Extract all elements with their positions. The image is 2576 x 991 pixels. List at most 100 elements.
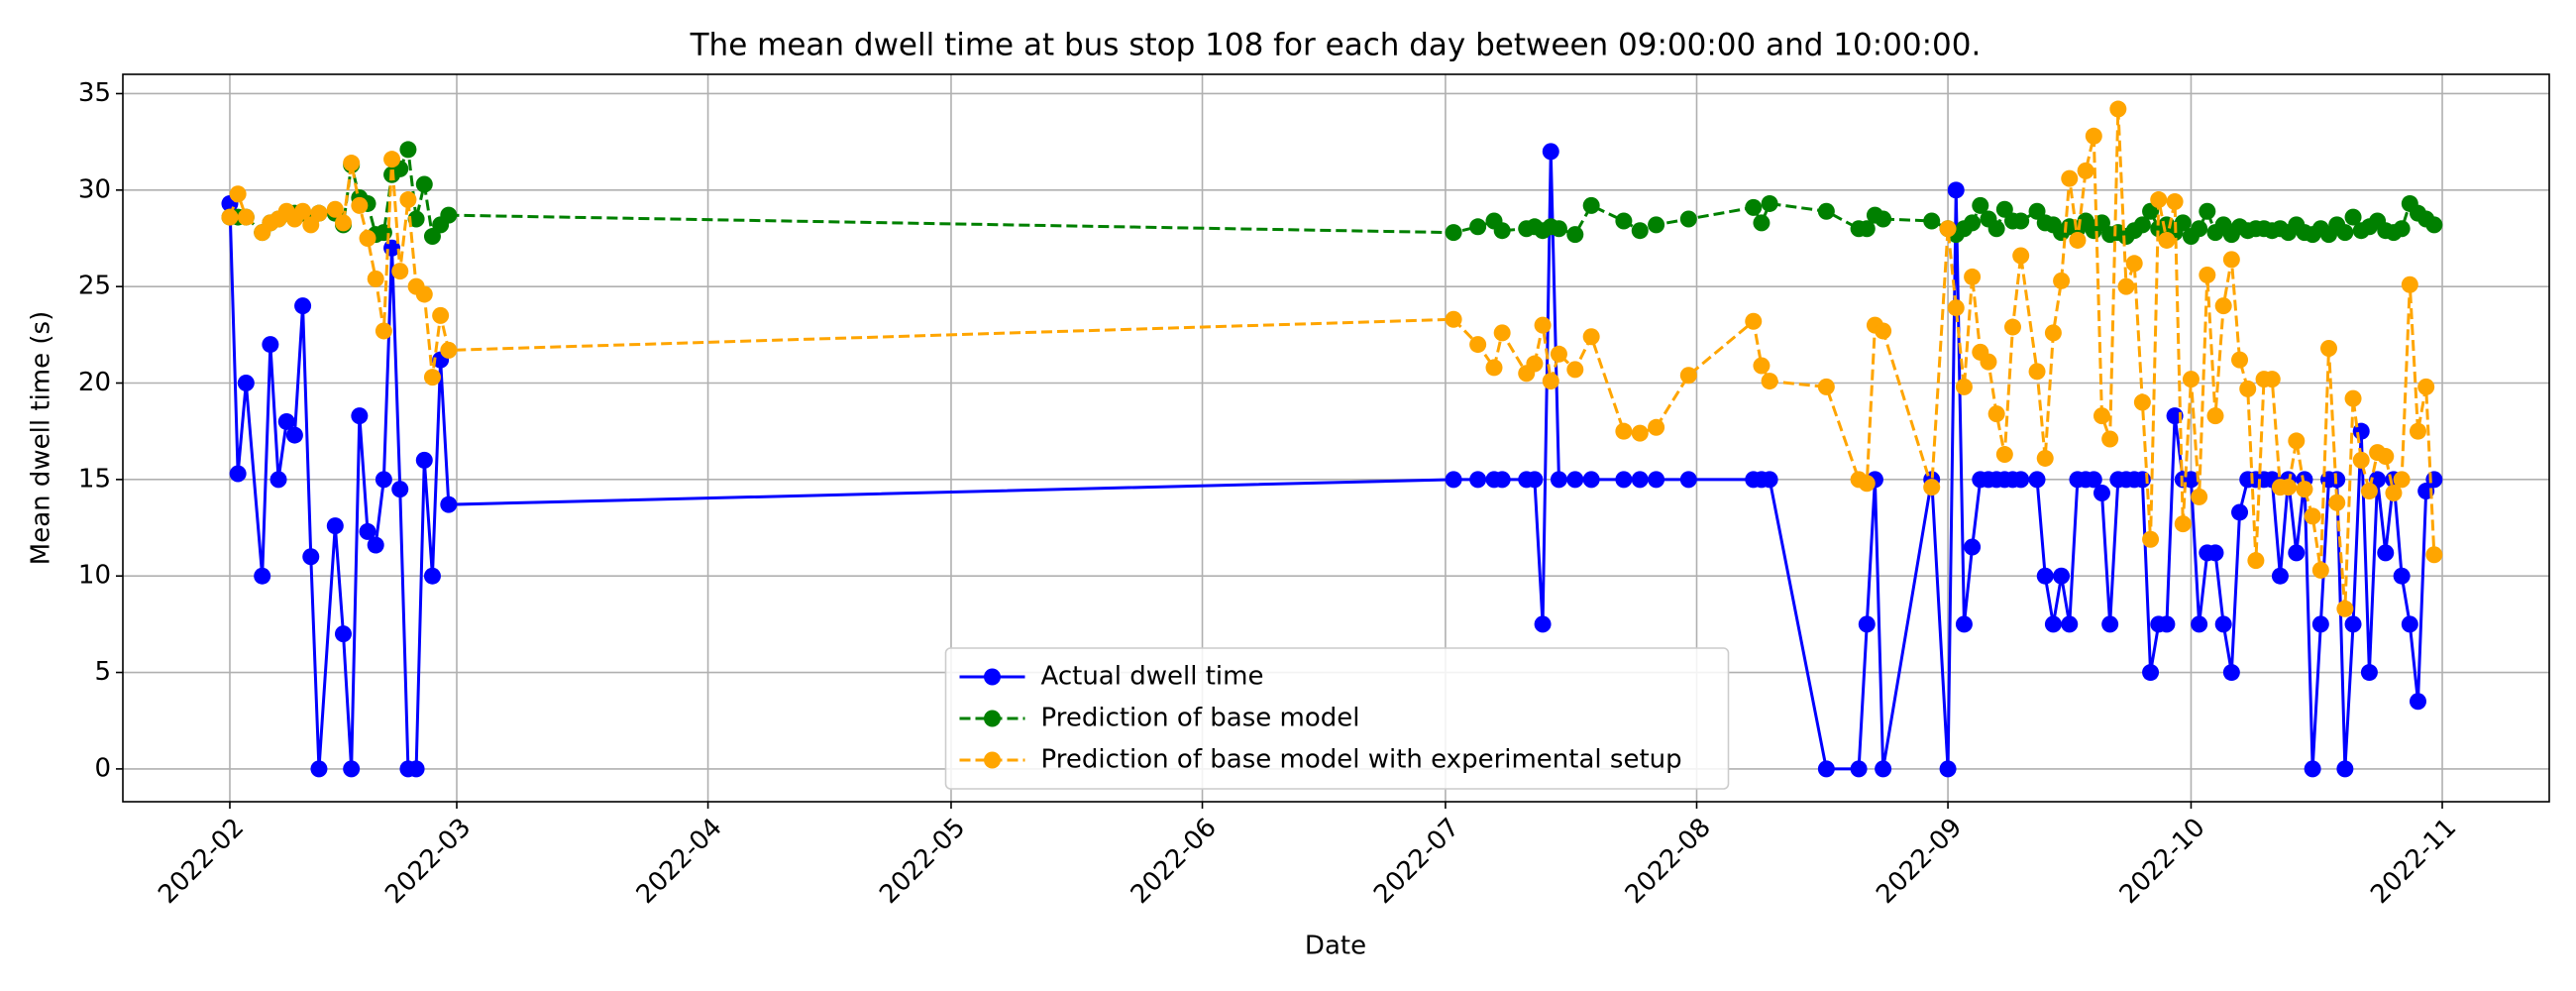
y-tick-label: 35: [78, 78, 111, 108]
data-point: [1582, 328, 1600, 346]
data-point: [2036, 567, 2054, 585]
data-point: [2150, 191, 2168, 209]
data-point: [2182, 371, 2200, 388]
data-point: [1648, 418, 1665, 436]
legend-label: Prediction of base model with experiment…: [1041, 745, 1682, 775]
data-point: [2393, 220, 2411, 238]
data-point: [2158, 231, 2176, 249]
data-point: [1745, 198, 1763, 216]
data-point: [2222, 664, 2240, 682]
data-point: [2263, 371, 2281, 388]
data-point: [326, 200, 344, 218]
data-point: [221, 208, 239, 226]
data-point: [1631, 471, 1649, 489]
data-point: [2360, 664, 2378, 682]
data-point: [2336, 224, 2354, 242]
y-tick-label: 15: [78, 464, 111, 494]
data-point: [1445, 471, 1462, 489]
legend-marker: [984, 751, 1001, 769]
data-point: [1817, 760, 1835, 778]
data-point: [1469, 471, 1487, 489]
y-tick-label: 5: [94, 657, 111, 687]
data-point: [343, 760, 361, 778]
data-point: [2012, 247, 2030, 265]
data-point: [2336, 760, 2354, 778]
x-tick-label: 2022-10: [2114, 813, 2211, 910]
data-point: [375, 471, 392, 489]
data-point: [351, 407, 369, 425]
data-point: [1631, 424, 1649, 442]
data-point: [1534, 316, 1552, 334]
data-point: [2028, 471, 2046, 489]
data-point: [2191, 488, 2208, 505]
data-point: [359, 522, 376, 540]
data-point: [1493, 324, 1511, 342]
data-point: [1566, 226, 1584, 244]
x-tick-label: 2022-05: [874, 813, 971, 910]
data-point: [2231, 351, 2249, 369]
data-point: [334, 625, 352, 643]
legend: Actual dwell time Prediction of base mode…: [944, 647, 1730, 790]
data-point: [1469, 336, 1487, 354]
data-point: [1995, 446, 2013, 464]
data-point: [2214, 297, 2232, 315]
data-point: [2133, 216, 2151, 234]
data-point: [2061, 169, 2079, 187]
data-point: [294, 202, 312, 220]
data-point: [2328, 494, 2346, 511]
data-point: [2288, 432, 2306, 450]
x-tick-label: 2022-09: [1871, 813, 1968, 910]
data-point: [285, 426, 303, 444]
y-axis-label: Mean dwell time (s): [27, 311, 56, 565]
data-point: [262, 336, 279, 354]
x-tick-label: 2022-04: [631, 813, 728, 910]
data-point: [1858, 220, 1876, 238]
data-point: [1972, 196, 1989, 214]
legend-label: Actual dwell time: [1041, 662, 1264, 692]
data-point: [2425, 546, 2443, 564]
data-point: [1582, 471, 1600, 489]
legend-box: [944, 647, 1730, 790]
data-point: [1753, 214, 1771, 232]
data-point: [1615, 422, 1633, 440]
data-point: [294, 297, 312, 315]
data-point: [1955, 615, 1973, 633]
data-point: [2401, 275, 2418, 293]
data-point: [2344, 208, 2362, 226]
data-point: [1875, 210, 1892, 228]
x-tick-label: 2022-07: [1368, 813, 1465, 910]
data-point: [375, 322, 392, 340]
data-point: [1745, 312, 1763, 330]
data-point: [2199, 202, 2216, 220]
y-tick-label: 0: [94, 753, 111, 783]
data-point: [2158, 615, 2176, 633]
legend-marker: [984, 710, 1001, 727]
data-point: [1631, 222, 1649, 240]
data-point: [1542, 373, 1559, 390]
data-point: [1648, 471, 1665, 489]
data-point: [2044, 324, 2062, 342]
data-point: [2296, 481, 2313, 498]
data-point: [1550, 471, 1567, 489]
data-point: [2311, 615, 2329, 633]
data-point: [2191, 615, 2208, 633]
data-point: [1761, 471, 1778, 489]
data-point: [423, 369, 441, 386]
data-point: [1875, 322, 1892, 340]
data-point: [1761, 194, 1778, 212]
x-tick-label: 2022-06: [1126, 813, 1223, 910]
y-tick-label: 10: [78, 561, 111, 591]
data-point: [1875, 760, 1892, 778]
legend-label: Prediction of base model: [1041, 704, 1360, 733]
data-point: [407, 210, 425, 228]
x-axis-label: Date: [1305, 932, 1366, 961]
data-point: [302, 548, 320, 566]
data-point: [415, 285, 433, 303]
data-point: [1566, 361, 1584, 379]
data-point: [229, 185, 247, 203]
data-point: [2409, 422, 2426, 440]
data-point: [1761, 373, 1778, 390]
data-point: [1485, 359, 1503, 377]
data-point: [2101, 430, 2119, 448]
